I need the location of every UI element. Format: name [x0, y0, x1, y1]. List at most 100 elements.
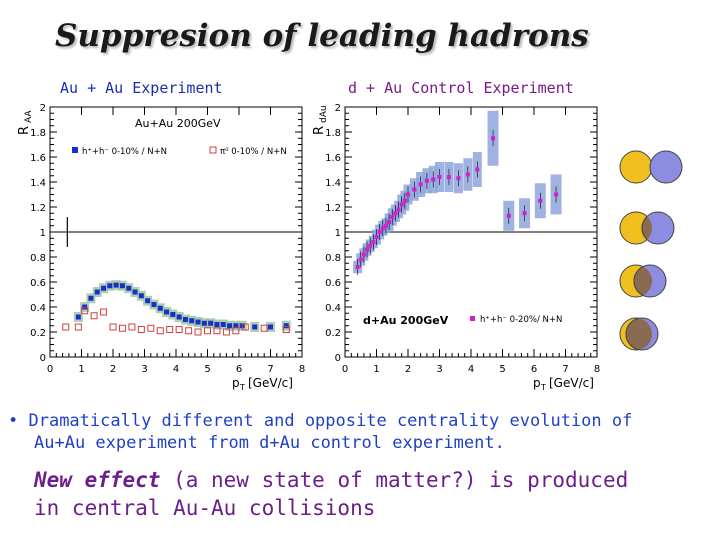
- auau-data-point-pi0: [137, 326, 145, 333]
- auau-x-axis-title: p: [232, 376, 240, 390]
- dau-y-tick-label: 1: [335, 228, 341, 239]
- auau-data-point-charged-hadron: [132, 289, 138, 295]
- dau-data-point-charged-hadron: [380, 226, 385, 231]
- auau-data-point-charged-hadron: [227, 323, 233, 329]
- auau-data-point-pi0: [232, 327, 240, 335]
- auau-data-point-pi0: [109, 323, 117, 331]
- dau-data-point-charged-hadron: [418, 182, 423, 187]
- auau-data-point-charged-hadron: [233, 323, 239, 329]
- dau-data-point-charged-hadron: [437, 175, 442, 179]
- auau-data-point-charged-hadron: [201, 320, 207, 326]
- dau-data-point-charged-hadron: [358, 257, 363, 262]
- dau-x-tick-label: 8: [594, 364, 600, 375]
- auau-data-point-charged-hadron: [138, 293, 144, 299]
- auau-data-point-pi0: [185, 327, 193, 335]
- dau-y-axis-subscript: dAu: [319, 105, 329, 123]
- dau-data-point-charged-hadron: [390, 215, 395, 219]
- auau-data-point-charged-hadron: [82, 304, 88, 310]
- auau-data-point-pi0: [128, 323, 136, 331]
- dau-data-point-charged-hadron: [475, 167, 480, 172]
- dau-y-tick-label: 0.2: [325, 328, 341, 339]
- nucleus-circle-left: [619, 150, 653, 184]
- au-au-experiment-label: Au + Au Experiment: [60, 79, 223, 97]
- auau-x-tick-label: 0: [47, 364, 53, 375]
- dau-y-axis-title: R: [312, 126, 327, 135]
- dau-data-point-charged-hadron: [371, 240, 376, 244]
- auau-y-tick-label: 1.2: [30, 203, 46, 214]
- auau-data-point-charged-hadron: [113, 282, 119, 288]
- auau-data-point-charged-hadron: [94, 289, 100, 295]
- bullet-text-line1: Dramatically different and opposite cent…: [28, 411, 633, 431]
- auau-data-point-pi0: [118, 324, 126, 332]
- auau-data-point-pi0: [282, 326, 290, 333]
- d-au-control-experiment-label: d + Au Control Experiment: [348, 79, 574, 97]
- dau-data-point-charged-hadron: [446, 175, 451, 179]
- auau-data-point-pi0: [222, 328, 230, 336]
- auau-data-point-charged-hadron: [107, 283, 113, 289]
- dau-data-point-charged-hadron: [431, 177, 436, 182]
- auau-data-point-pi0: [260, 324, 268, 332]
- dau-data-point-charged-hadron: [465, 172, 470, 177]
- auau-y-tick-label: 0: [40, 353, 46, 364]
- auau-y-tick-label: 0.8: [30, 253, 46, 264]
- dau-data-point-charged-hadron: [396, 207, 401, 212]
- auau-data-point-charged-hadron: [208, 320, 214, 326]
- dau-data-point-charged-hadron: [393, 211, 398, 216]
- bullet-point-2: New effect (a new state of matter?) is p…: [34, 466, 628, 522]
- auau-y-tick-label: 0.6: [30, 278, 46, 289]
- auau-data-point-charged-hadron: [75, 314, 81, 320]
- new-effect-emphasis: New effect: [34, 468, 161, 492]
- auau-data-point-charged-hadron: [189, 318, 195, 324]
- auau-data-point-charged-hadron: [119, 283, 125, 289]
- dau-data-point-charged-hadron: [538, 198, 543, 203]
- auau-data-point-charged-hadron: [88, 295, 94, 301]
- auau-legend-label-1: h⁺+h⁻ 0-10% / N+N: [82, 147, 167, 157]
- auau-data-point-pi0: [90, 312, 98, 320]
- auau-data-point-pi0: [204, 327, 211, 335]
- bullet-text-line3: (a new state of matter?) is produced: [160, 468, 629, 492]
- auau-data-point-charged-hadron: [195, 319, 201, 325]
- auau-y-tick-label: 1.8: [30, 128, 46, 139]
- auau-x-tick-label: 2: [110, 364, 116, 375]
- dau-data-point-charged-hadron: [412, 187, 417, 192]
- auau-data-point-charged-hadron: [283, 323, 289, 329]
- dau-data-point-charged-hadron: [522, 211, 527, 216]
- dau-x-tick-label: 5: [499, 364, 505, 375]
- dau-data-point-charged-hadron: [506, 213, 511, 218]
- auau-x-tick-label: 7: [267, 364, 273, 375]
- auau-x-tick-label: 3: [141, 364, 147, 375]
- auau-x-tick-label: 4: [173, 364, 179, 375]
- dau-data-point-charged-hadron: [491, 136, 496, 141]
- dau-x-tick-label: 0: [342, 364, 348, 375]
- auau-data-point-charged-hadron: [145, 298, 151, 304]
- auau-y-axis-title: R: [17, 126, 32, 135]
- auau-data-point-charged-hadron: [170, 312, 176, 317]
- auau-legend-label-2: π⁰ 0-10% / N+N: [220, 147, 287, 157]
- nucleus-overlap-region: [633, 265, 652, 297]
- auau-data-point-charged-hadron: [268, 324, 273, 330]
- auau-data-point-pi0: [100, 308, 108, 316]
- dau-y-tick-label: 0.4: [325, 303, 341, 314]
- auau-x-axis-unit: [GeV/c]: [248, 376, 293, 390]
- nucleus-circle-right: [649, 150, 683, 184]
- auau-data-point-charged-hadron: [214, 322, 220, 327]
- dau-data-point-charged-hadron: [402, 198, 407, 203]
- auau-data-point-charged-hadron: [101, 285, 107, 291]
- auau-data-point-pi0: [241, 323, 249, 331]
- auau-y-tick-label: 1.6: [30, 153, 46, 164]
- auau-data-point-pi0: [74, 323, 82, 331]
- dau-x-axis-unit: [GeV/c]: [549, 376, 594, 390]
- dau-data-point-charged-hadron: [374, 235, 379, 239]
- auau-x-axis-subscript: T: [239, 383, 245, 392]
- dau-data-point-charged-hadron: [387, 220, 392, 224]
- auau-data-point-pi0: [147, 324, 155, 332]
- auau-data-point-pi0: [81, 307, 89, 315]
- dau-x-tick-label: 4: [468, 364, 474, 375]
- auau-y-tick-label: 0.4: [30, 303, 46, 314]
- dau-x-tick-label: 2: [405, 364, 411, 375]
- dau-data-point-charged-hadron: [406, 192, 410, 197]
- dau-x-axis-subscript: T: [540, 383, 546, 392]
- bullet-point-1: • Dramatically different and opposite ce…: [8, 410, 632, 454]
- dau-x-tick-label: 3: [436, 364, 442, 375]
- dau-data-point-charged-hadron: [355, 265, 360, 269]
